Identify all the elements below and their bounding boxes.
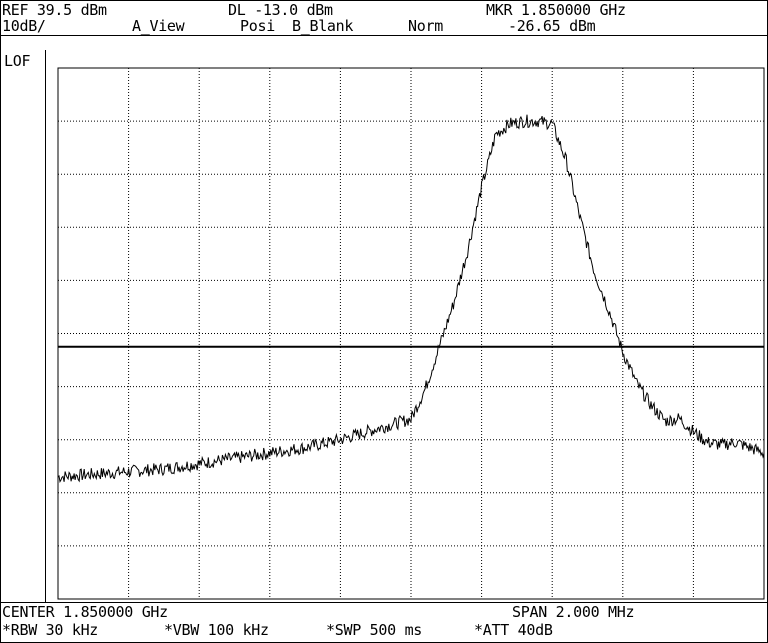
spectrum-trace (57, 114, 765, 484)
ref-level-readout: REF 39.5 dBm (2, 1, 107, 19)
graticule (58, 68, 764, 599)
trace-b-mode: B_Blank (292, 17, 354, 35)
span-readout: SPAN 2.000 MHz (512, 603, 635, 621)
marker-level-readout: -26.65 dBm (508, 17, 596, 35)
graticule-frame (57, 67, 765, 600)
sweep-norm: Norm (408, 17, 443, 35)
detector-mode: Posi (240, 17, 275, 35)
scale-readout: 10dB/ (2, 17, 46, 35)
marker-frequency-readout: MKR 1.850000 GHz (486, 1, 626, 19)
footer-separator (0, 602, 768, 603)
lof-indicator: LOF (4, 52, 31, 70)
attenuation-readout: *ATT 40dB (474, 621, 553, 639)
trace-a-mode: A_View (132, 17, 185, 35)
vbw-readout: *VBW 100 kHz (164, 621, 269, 639)
lof-border (45, 50, 46, 602)
sweep-time-readout: *SWP 500 ms (326, 621, 423, 639)
rbw-readout: *RBW 30 kHz (2, 621, 99, 639)
header-separator (0, 35, 768, 36)
display-line-readout: DL -13.0 dBm (228, 1, 333, 19)
center-frequency-readout: CENTER 1.850000 GHz (2, 603, 168, 621)
